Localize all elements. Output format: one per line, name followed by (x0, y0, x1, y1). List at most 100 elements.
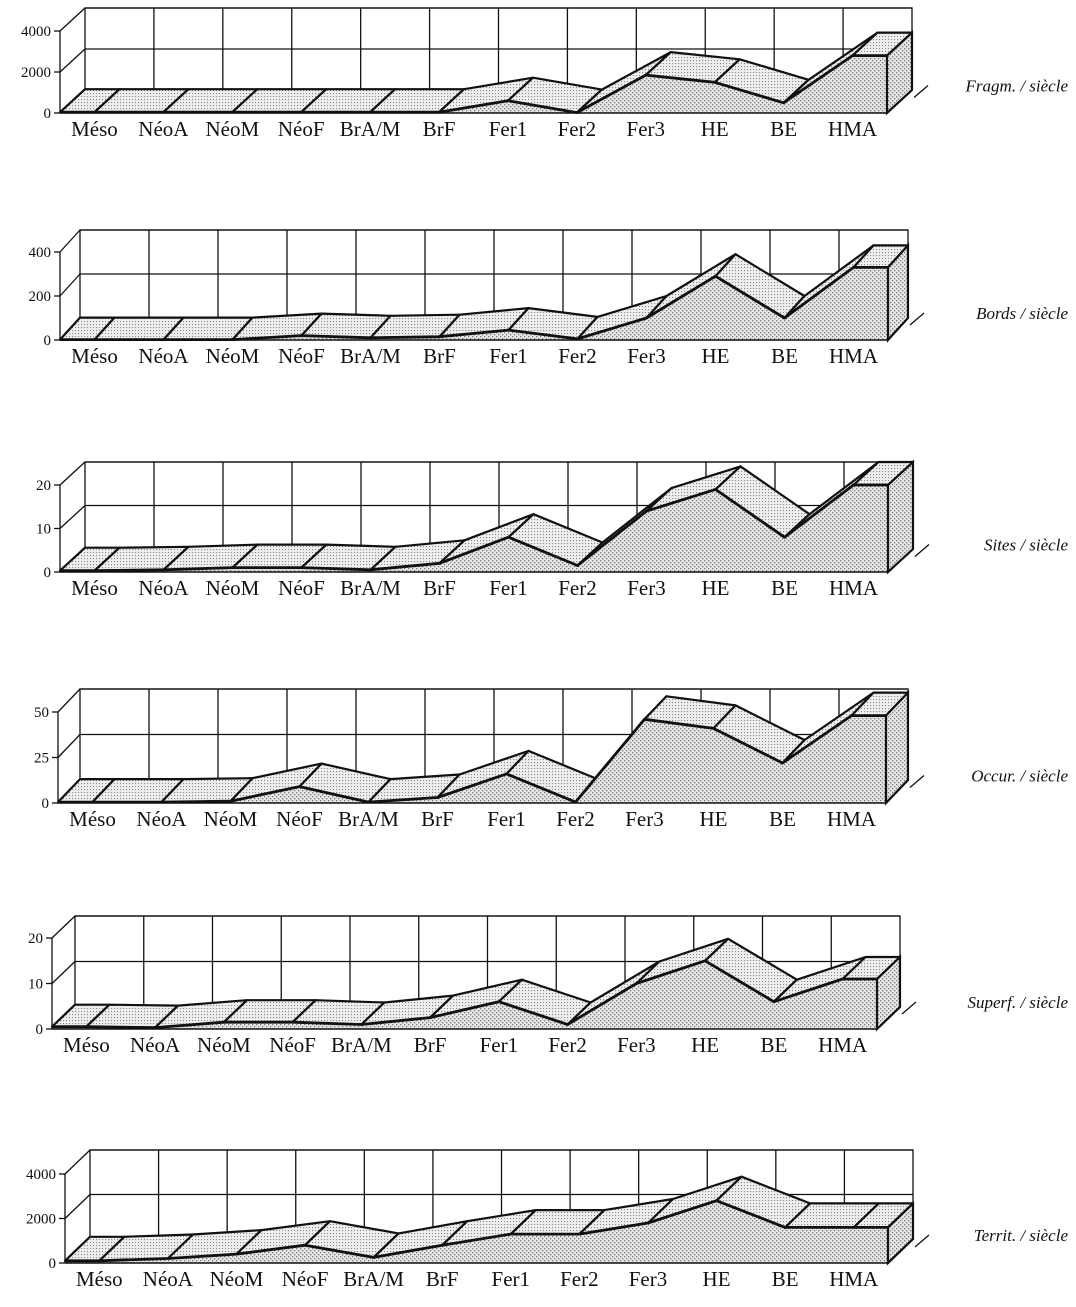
series-line (52, 959, 877, 1029)
data-point (440, 1243, 444, 1247)
data-point (231, 566, 234, 570)
y-tick-label: 10 (28, 977, 43, 993)
data-point (438, 335, 441, 339)
x-tick-label: BE (770, 117, 797, 141)
data-point (772, 1000, 776, 1004)
data-point (235, 1252, 238, 1256)
x-tick-label: Méso (76, 1267, 123, 1291)
data-point (437, 110, 441, 114)
data-point (231, 338, 234, 341)
data-point (161, 110, 165, 114)
x-tick-label: Fer1 (489, 117, 528, 141)
data-point (634, 982, 638, 985)
x-tick-label: HE (691, 1033, 719, 1057)
data-point (368, 110, 372, 114)
data-point (229, 799, 232, 803)
data-point (298, 785, 301, 789)
data-point (712, 726, 715, 730)
x-tick-label: BrF (423, 344, 456, 368)
series-area (60, 55, 887, 113)
x-tick-label: NéoM (206, 576, 260, 600)
y-tick-label: 2000 (26, 1212, 56, 1228)
x-tick-label: BE (769, 807, 796, 831)
side-grid-line (59, 273, 81, 297)
data-point (428, 1016, 432, 1020)
data-point (91, 800, 94, 804)
chart-panel-5: 20 10 0 Méso NéoA NéoM NéoF BrA/M BrF Fer1 Fer2 Fer… (28, 915, 1068, 1057)
x-tick-label: NéoA (138, 344, 189, 368)
data-point (497, 1000, 501, 1004)
x-tick-label: NéoM (197, 1033, 251, 1057)
side-grid-line (64, 1194, 91, 1219)
x-tick-label: HMA (827, 807, 877, 831)
x-tick-label: Fer3 (627, 344, 666, 368)
x-tick-label: HMA (828, 117, 878, 141)
ribbon-end-cap (886, 242, 910, 343)
data-point (576, 337, 579, 341)
data-point (84, 1025, 88, 1029)
series-area (58, 715, 886, 803)
x-tick-label: Fer2 (558, 576, 597, 600)
data-point (703, 959, 707, 963)
data-point (783, 535, 786, 539)
side-label-connector (901, 1001, 917, 1015)
data-point (646, 1221, 650, 1225)
data-point (300, 334, 303, 337)
side-label-connector (913, 85, 929, 98)
x-tick-label: HMA (829, 1267, 879, 1291)
y-tick-label: 0 (42, 796, 50, 812)
x-tick-label: NéoF (278, 576, 325, 600)
x-tick-label: BrF (421, 807, 454, 831)
chart-panel-3: 20 10 0 Méso NéoA NéoM NéoF BrA/M BrF Fer1 Fer2 Fer… (36, 459, 1068, 600)
data-point (505, 772, 508, 776)
x-tick-label: NéoF (269, 1033, 316, 1057)
data-point (160, 800, 163, 804)
data-point (359, 1023, 363, 1026)
side-grid-line (59, 229, 81, 253)
x-tick-label: HE (703, 1267, 731, 1291)
side-label-connector (909, 312, 925, 326)
data-point (850, 714, 853, 718)
chart-panel-1: 4000 2000 0 Méso NéoA NéoM NéoF BrA/M BrF Fer1 Fer… (21, 7, 1068, 141)
side-grid-line (64, 1149, 91, 1175)
x-tick-label: BrA/M (338, 807, 399, 831)
data-point (576, 564, 579, 567)
x-tick-label: Méso (71, 344, 118, 368)
side-grid-line (59, 461, 86, 486)
y-tick-label: 25 (34, 751, 49, 767)
data-point (577, 1232, 581, 1236)
x-tick-label: NéoA (143, 1267, 194, 1291)
data-point (166, 1257, 170, 1260)
data-point (303, 1243, 307, 1247)
x-tick-label: BrF (423, 117, 456, 141)
side-label-connector (914, 544, 930, 557)
x-tick-label: Fer2 (558, 344, 597, 368)
x-tick-label: HMA (829, 576, 879, 600)
data-point (852, 483, 855, 487)
data-point (507, 328, 510, 332)
x-tick-label: HMA (818, 1033, 868, 1057)
data-point (715, 1199, 718, 1203)
data-point (783, 1226, 787, 1229)
series-side-label: Territ. / siècle (974, 1226, 1069, 1245)
data-point (852, 266, 855, 269)
data-point (222, 1020, 226, 1024)
data-point (300, 566, 303, 570)
x-tick-label: BrA/M (340, 344, 401, 368)
side-grid-line (59, 48, 86, 73)
data-point (93, 110, 96, 114)
side-grid-line (59, 7, 86, 32)
data-point (436, 796, 439, 799)
data-point (299, 110, 303, 114)
ribbon-end-cap (875, 954, 902, 1032)
y-tick-label: 0 (36, 1022, 44, 1038)
x-tick-label: BE (771, 344, 798, 368)
data-point (369, 336, 372, 340)
data-point (162, 568, 165, 572)
ribbon-end-cap (884, 689, 910, 806)
x-tick-label: NéoM (205, 117, 259, 141)
data-point (507, 535, 510, 539)
y-tick-label: 0 (44, 565, 52, 581)
x-tick-label: BrF (423, 576, 456, 600)
